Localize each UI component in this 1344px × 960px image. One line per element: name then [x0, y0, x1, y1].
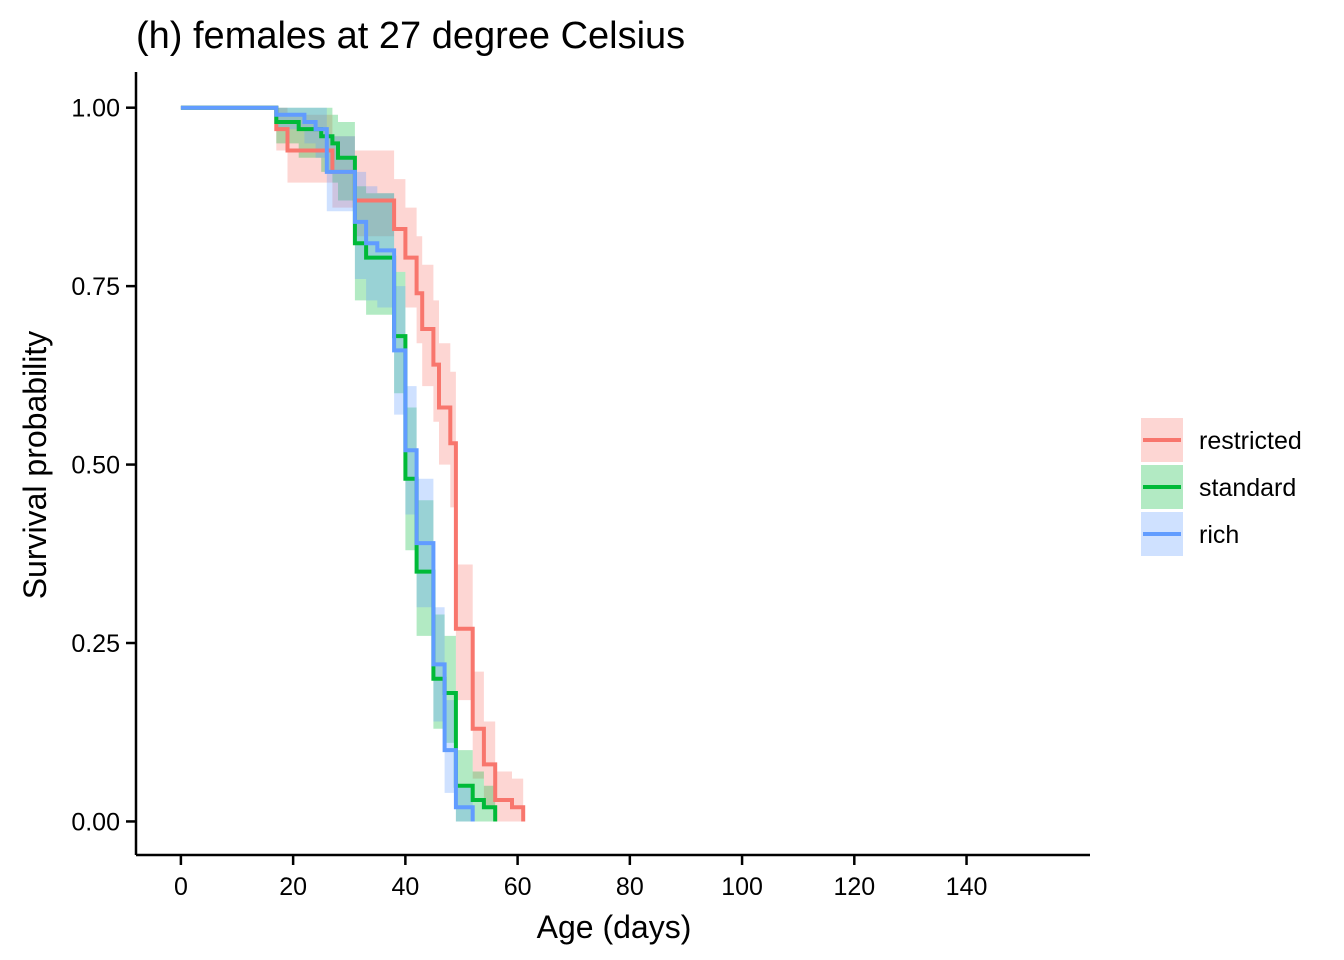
y-tick-label: 0.50: [71, 452, 120, 480]
survival-line-rich: [180, 105, 475, 822]
y-tick-label: 1.00: [71, 95, 120, 123]
y-tick-label: 0.75: [71, 273, 120, 301]
survival-curves: [180, 105, 526, 822]
legend-label-rich: rich: [1199, 521, 1239, 549]
confidence-band-standard: [180, 107, 496, 822]
confidence-band-rich: [180, 107, 473, 822]
legend-label-restricted: restricted: [1199, 427, 1302, 455]
x-tick-label: 40: [391, 873, 419, 901]
y-tick-label: 0.25: [71, 630, 120, 658]
x-tick-label: 80: [616, 873, 644, 901]
legend-key-standard: [1141, 465, 1183, 509]
chart-title: (h) females at 27 degree Celsius: [136, 15, 685, 57]
y-tick-label: 0.00: [71, 808, 120, 836]
x-tick-label: 120: [833, 873, 875, 901]
x-tick-label: 20: [279, 873, 307, 901]
legend-label-standard: standard: [1199, 474, 1296, 502]
x-tick-label: 60: [504, 873, 532, 901]
legend: restricted standard rich: [1141, 418, 1302, 556]
legend-key-rich: [1141, 512, 1183, 556]
legend-key-restricted: [1141, 418, 1183, 462]
x-tick-label: 0: [174, 873, 188, 901]
x-axis-ticks: 0 20 40 60 80 100 120 140: [174, 855, 987, 901]
y-axis-title: Survival probability: [17, 331, 53, 600]
y-axis-ticks: 0.00 0.25 0.50 0.75 1.00: [71, 95, 136, 836]
x-axis-title: Age (days): [537, 909, 692, 945]
x-tick-label: 100: [721, 873, 763, 901]
survival-line-restricted: [180, 105, 526, 822]
x-tick-label: 140: [946, 873, 988, 901]
